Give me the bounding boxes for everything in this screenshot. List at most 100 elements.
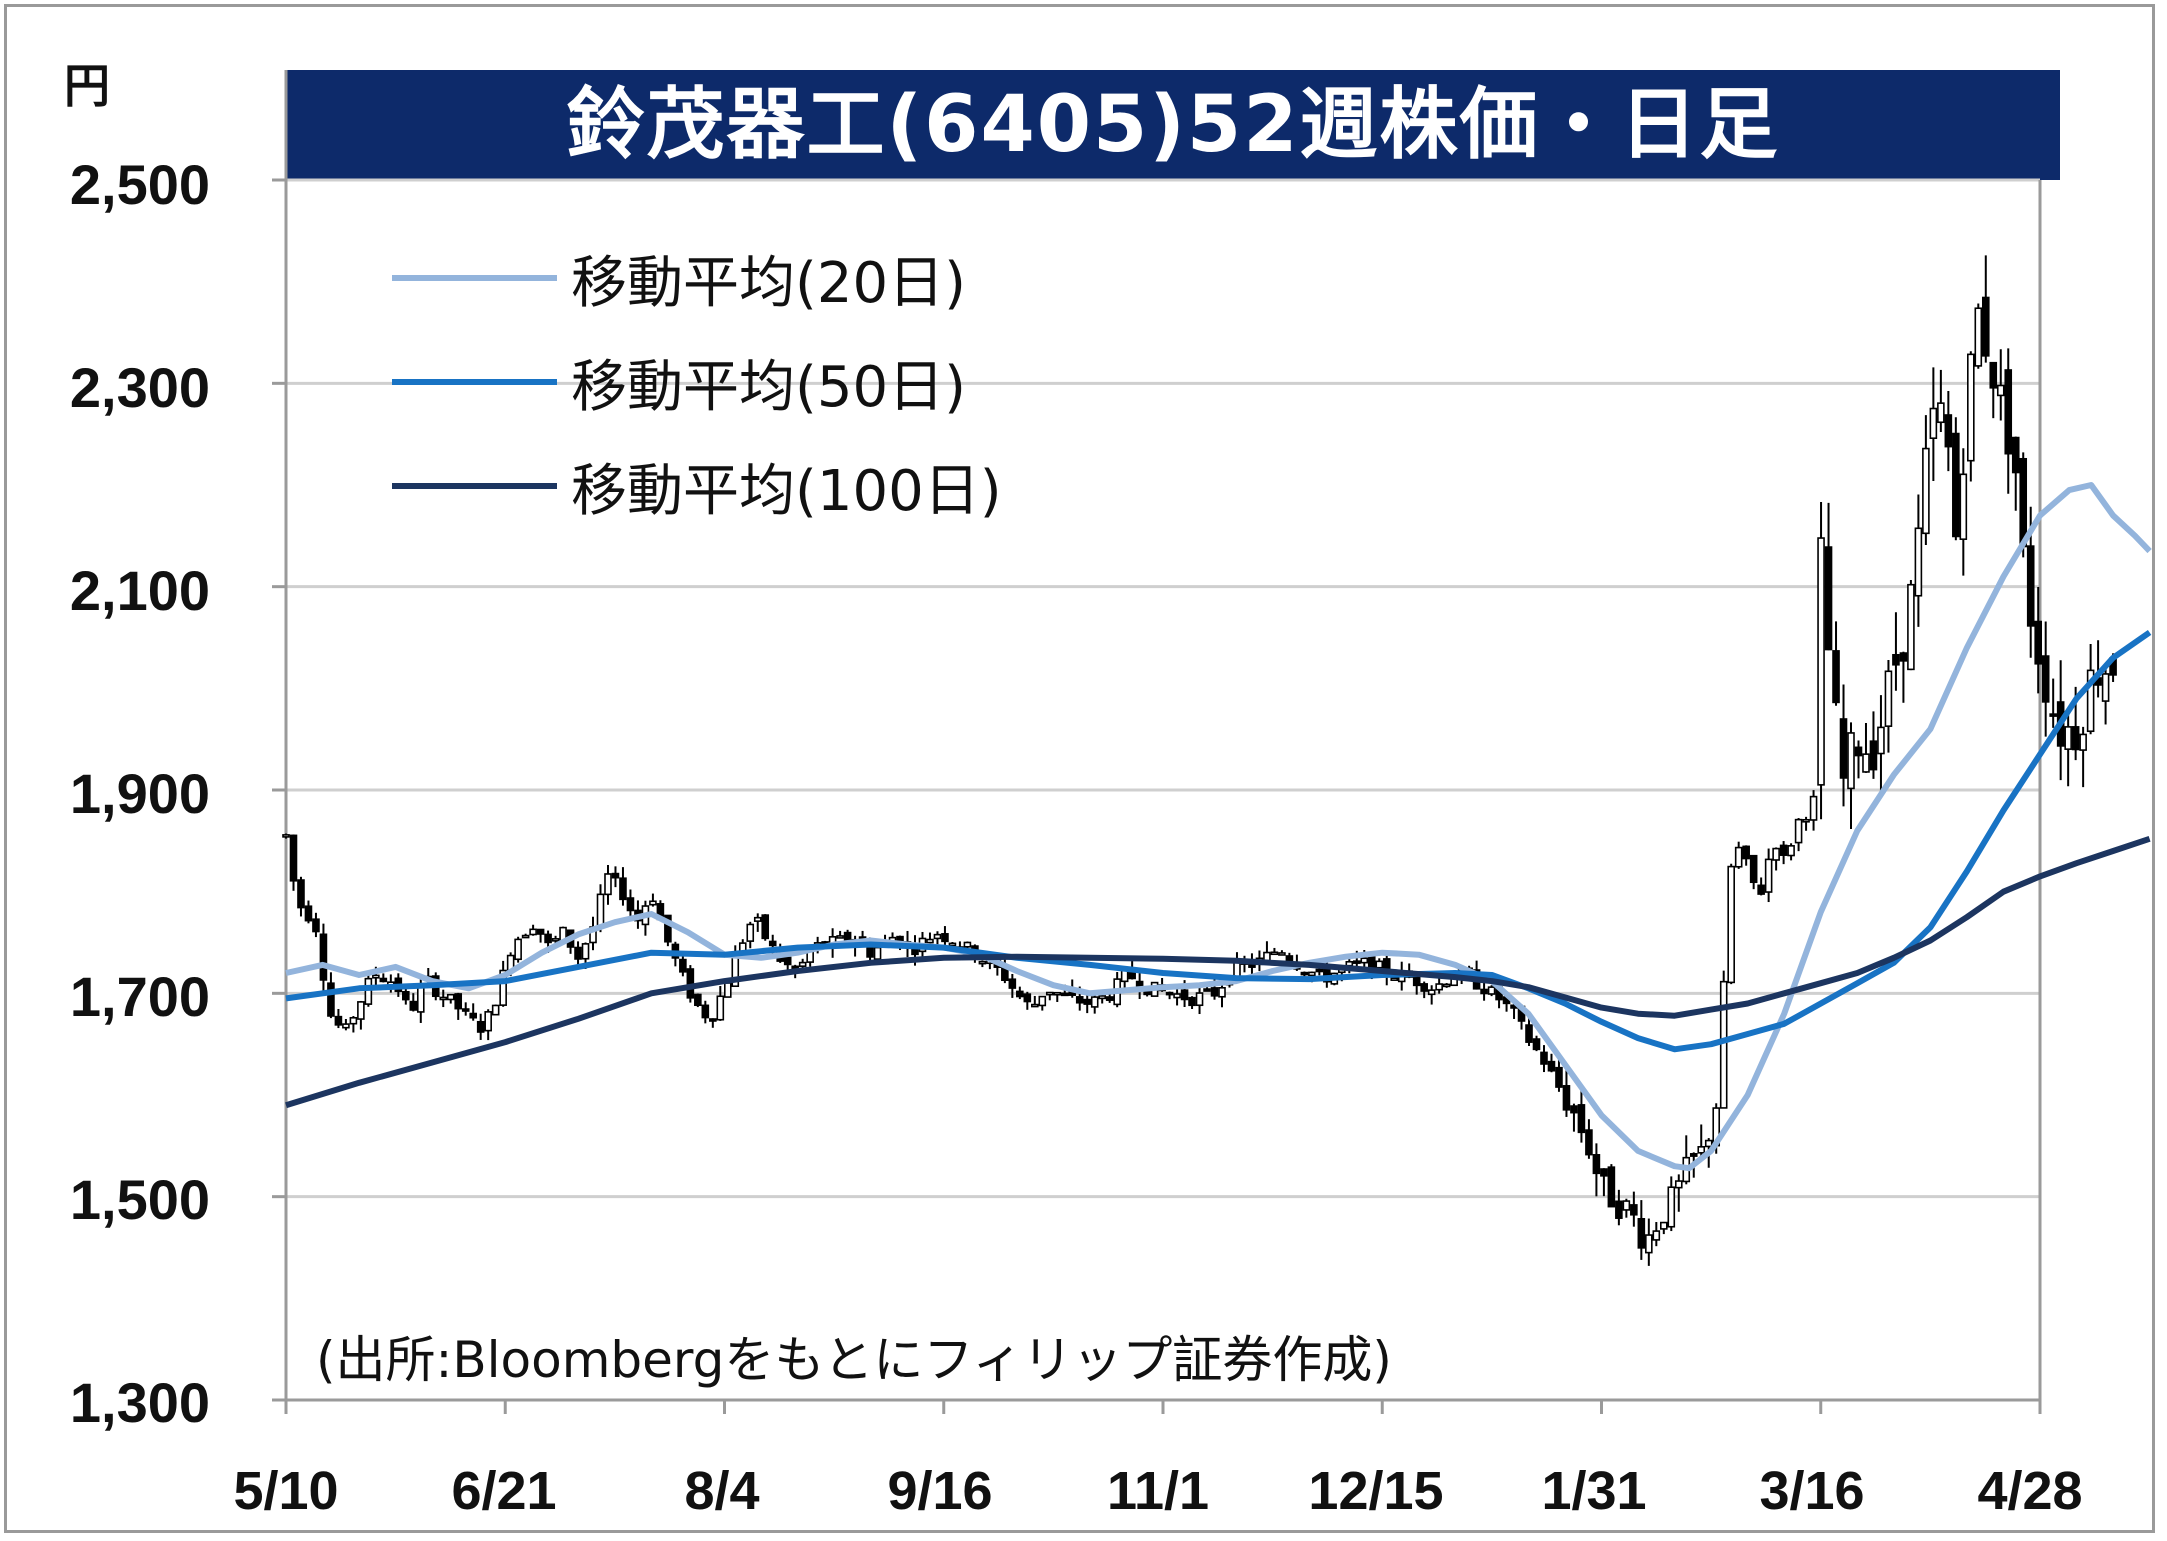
x-tick-label: 5/10: [233, 1461, 339, 1521]
candle-body: [1652, 1230, 1661, 1241]
candle-body: [1577, 1104, 1586, 1134]
candle-body: [753, 916, 762, 922]
candle-body: [1892, 653, 1900, 666]
x-tick-label: 8/4: [684, 1461, 760, 1521]
candle-body: [1016, 990, 1024, 998]
candle-body: [649, 900, 657, 906]
candle-body: [1442, 983, 1451, 988]
chart-frame: [4, 4, 2155, 1533]
candle-body: [1420, 983, 1428, 992]
y-tick-label: 2,100: [69, 559, 210, 622]
candle-body: [1929, 407, 1938, 440]
candle-body: [282, 834, 290, 838]
candle-body: [1315, 968, 1324, 973]
candle-body: [1974, 307, 1983, 367]
legend-swatch-ma100: [392, 483, 557, 489]
candle-body: [1105, 996, 1114, 1001]
candle-body: [1165, 991, 1174, 996]
candle-body: [1435, 983, 1443, 991]
candle-body: [1996, 384, 2005, 397]
candle-body: [1989, 361, 1998, 389]
candle-body: [1877, 726, 1885, 755]
candle-body: [1487, 986, 1496, 995]
candle-body: [2004, 369, 2013, 455]
candle-body: [926, 938, 934, 944]
candle-body: [484, 1011, 492, 1032]
series-line-ma20: [285, 482, 2152, 1172]
candle-body: [1742, 845, 1750, 860]
candle-body: [1270, 951, 1279, 956]
candle-body: [319, 933, 328, 981]
x-tick-label: 11/1: [1106, 1461, 1210, 1521]
candle-body: [1630, 1204, 1638, 1216]
candle-body: [611, 872, 620, 879]
candle-body: [1802, 818, 1810, 823]
candle-body: [709, 1018, 717, 1022]
candle-body: [1098, 995, 1106, 1000]
candle-body: [1959, 473, 1968, 540]
candle-body: [1180, 989, 1189, 1001]
candle-body: [1809, 795, 1818, 821]
candle-body: [574, 946, 582, 960]
y-unit-label: 円: [64, 59, 110, 113]
candle-body: [978, 960, 987, 965]
candle-body: [1914, 527, 1923, 597]
candle-body: [454, 993, 463, 1010]
candle-body: [499, 969, 507, 1006]
candle-body: [1188, 996, 1196, 1007]
candle-body: [461, 1008, 470, 1012]
candle-body: [604, 873, 612, 896]
candle-body: [1937, 402, 1945, 424]
legend-item-ma20: 移動平均(20日): [392, 248, 966, 316]
candle-body: [2049, 713, 2057, 717]
candle-body: [1689, 1153, 1698, 1157]
candle-body: [1779, 844, 1788, 856]
y-tick-label: 2,300: [69, 356, 210, 419]
candle-body: [1607, 1166, 1616, 1208]
candle-body: [1899, 652, 1908, 662]
candle-body: [1308, 971, 1316, 977]
x-tick-label: 6/21: [451, 1461, 557, 1521]
candle-body: [1203, 988, 1211, 992]
candle-body: [1555, 1066, 1563, 1088]
y-tick-label: 1,700: [69, 965, 210, 1028]
candle-body: [1674, 1180, 1683, 1189]
x-tick-label: 12/15: [1308, 1461, 1444, 1521]
candle-body: [342, 1023, 350, 1029]
candle-body: [1525, 1024, 1533, 1043]
candle-body: [1645, 1234, 1653, 1254]
legend-item-ma50: 移動平均(50日): [392, 352, 966, 420]
candle-body: [948, 942, 957, 947]
candle-body: [289, 834, 298, 882]
candle-body: [1622, 1200, 1631, 1211]
candle-body: [2026, 545, 2035, 627]
x-tick-label: 9/16: [887, 1461, 993, 1521]
candle-body: [2064, 726, 2072, 750]
x-tick-label: 1/31: [1541, 1461, 1647, 1521]
candle-body: [1839, 718, 1848, 779]
candle-body: [1660, 1221, 1668, 1230]
candle-body: [1540, 1051, 1548, 1065]
chart-title: 鈴茂器工(6405)52週株価・日足: [286, 70, 2060, 180]
candle-body: [1817, 537, 1825, 786]
candle-body: [349, 1016, 358, 1025]
candle-body: [1585, 1129, 1593, 1156]
candle-body: [1083, 998, 1092, 1005]
candle-body: [716, 995, 725, 1021]
candle-body: [1285, 955, 1294, 962]
candle-body: [1757, 884, 1765, 895]
candle-body: [1719, 980, 1728, 1109]
candle-body: [1352, 960, 1361, 964]
candle-body: [1824, 546, 1833, 651]
y-tick-label: 1,300: [69, 1371, 210, 1434]
candle-body: [536, 928, 545, 935]
candle-body: [941, 933, 949, 943]
candle-body: [476, 1020, 485, 1033]
candle-body: [2071, 726, 2080, 751]
candle-body: [491, 1004, 500, 1016]
candle-body: [1547, 1060, 1556, 1072]
y-tick-label: 2,500: [69, 153, 210, 216]
legend-item-ma100: 移動平均(100日): [392, 456, 1002, 524]
candle-body: [402, 991, 410, 1001]
